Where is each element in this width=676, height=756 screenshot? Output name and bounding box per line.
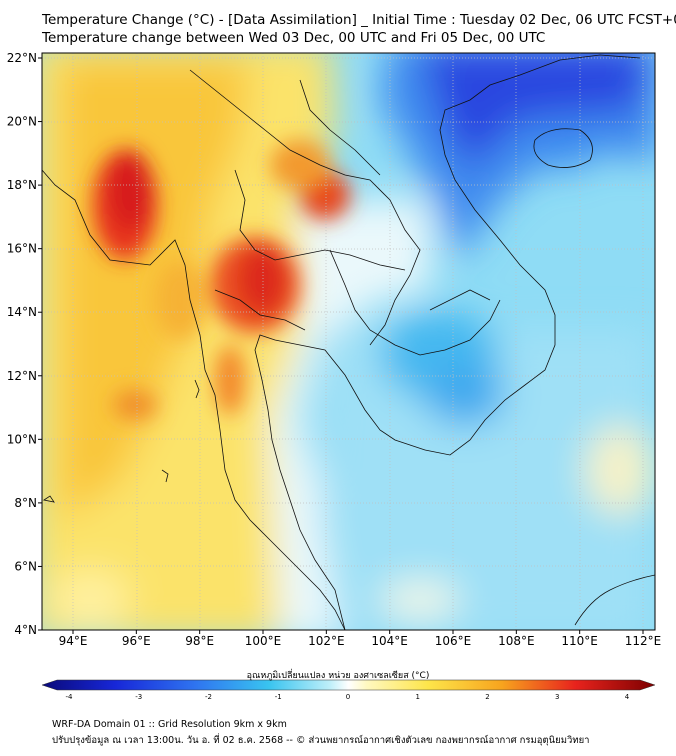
lat-label: 18°N: [7, 178, 37, 192]
colorbar-tick-label: 2: [485, 693, 489, 701]
lat-label: 12°N: [7, 369, 37, 383]
chart-subtitle: Temperature change between Wed 03 Dec, 0…: [42, 30, 546, 46]
colorbar-tick-label: 1: [416, 693, 420, 701]
lon-label: 102°E: [308, 634, 345, 648]
colorbar-tick-label: -2: [205, 693, 212, 701]
lat-label: 4°N: [14, 623, 37, 637]
lon-label: 104°E: [371, 634, 408, 648]
chart-title: Temperature Change (°C) - [Data Assimila…: [42, 12, 676, 28]
lat-label: 22°N: [7, 51, 37, 65]
lat-label: 6°N: [14, 559, 37, 573]
coastlines: [42, 54, 655, 630]
lat-label: 14°N: [7, 305, 37, 319]
lat-label: 20°N: [7, 115, 37, 129]
lat-label: 16°N: [7, 242, 37, 256]
colorbar-bar: [41, 679, 656, 691]
lon-label: 108°E: [498, 634, 535, 648]
lat-label: 8°N: [14, 496, 37, 510]
lon-label: 94°E: [59, 634, 88, 648]
colorbar-tick-label: 3: [555, 693, 559, 701]
model-info: WRF-DA Domain 01 :: Grid Resolution 9km …: [52, 719, 287, 730]
lon-label: 112°E: [625, 634, 662, 648]
lon-label: 100°E: [245, 634, 282, 648]
lon-label: 106°E: [435, 634, 472, 648]
temperature-field: [42, 53, 655, 630]
colorbar: -4 -3 -2 -1 0 1 2 3 4: [41, 679, 656, 701]
latitude-axis: 22°N 20°N 18°N 16°N 14°N 12°N 10°N 8°N 6°N 4°N: [7, 51, 42, 637]
lon-label: 96°E: [122, 634, 151, 648]
lat-label: 10°N: [7, 432, 37, 446]
colorbar-tick-label: -3: [135, 693, 142, 701]
colorbar-label: อุณหภูมิเปลี่ยนแปลง หน่วย องศาเซลเซียส (…: [246, 671, 430, 681]
lon-label: 98°E: [185, 634, 214, 648]
map-frame: [41, 52, 656, 631]
colorbar-tick-label: -4: [66, 693, 74, 701]
colorbar-tick-label: 0: [346, 693, 350, 701]
lon-label: 110°E: [561, 634, 598, 648]
longitude-axis: 94°E 96°E 98°E 100°E 102°E 104°E 106°E 108°E 110…: [59, 630, 662, 648]
colorbar-tick-label: 4: [625, 693, 630, 701]
credit-line: ปรับปรุงข้อมูล ณ เวลา 13:00น. วัน อ. ที่…: [52, 735, 590, 746]
colorbar-tick-label: -1: [275, 693, 282, 701]
